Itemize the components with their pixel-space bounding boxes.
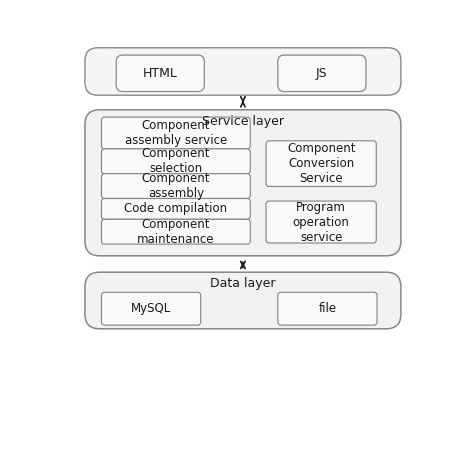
Text: file: file [319,302,337,315]
FancyBboxPatch shape [85,48,401,95]
FancyBboxPatch shape [278,292,377,325]
FancyBboxPatch shape [101,199,250,219]
FancyBboxPatch shape [278,55,366,91]
Text: MySQL: MySQL [131,302,171,315]
Text: Component
maintenance: Component maintenance [137,218,215,246]
Text: JS: JS [316,67,328,80]
FancyBboxPatch shape [101,219,250,244]
Text: HTML: HTML [143,67,178,80]
FancyBboxPatch shape [266,201,376,243]
FancyBboxPatch shape [101,292,201,325]
FancyBboxPatch shape [116,55,204,91]
FancyBboxPatch shape [85,110,401,256]
FancyBboxPatch shape [101,117,250,149]
FancyBboxPatch shape [101,149,250,173]
Text: Component
selection: Component selection [142,147,210,175]
Text: Program
operation
service: Program operation service [293,201,350,244]
Text: Code compilation: Code compilation [124,202,228,215]
Text: Component
assembly: Component assembly [142,172,210,200]
Text: Data layer: Data layer [210,277,276,291]
FancyBboxPatch shape [266,141,376,186]
Text: Component
Conversion
Service: Component Conversion Service [287,142,356,185]
FancyBboxPatch shape [101,173,250,199]
Text: Service layer: Service layer [202,115,284,128]
Text: Component
assembly service: Component assembly service [125,119,227,147]
FancyBboxPatch shape [85,272,401,329]
